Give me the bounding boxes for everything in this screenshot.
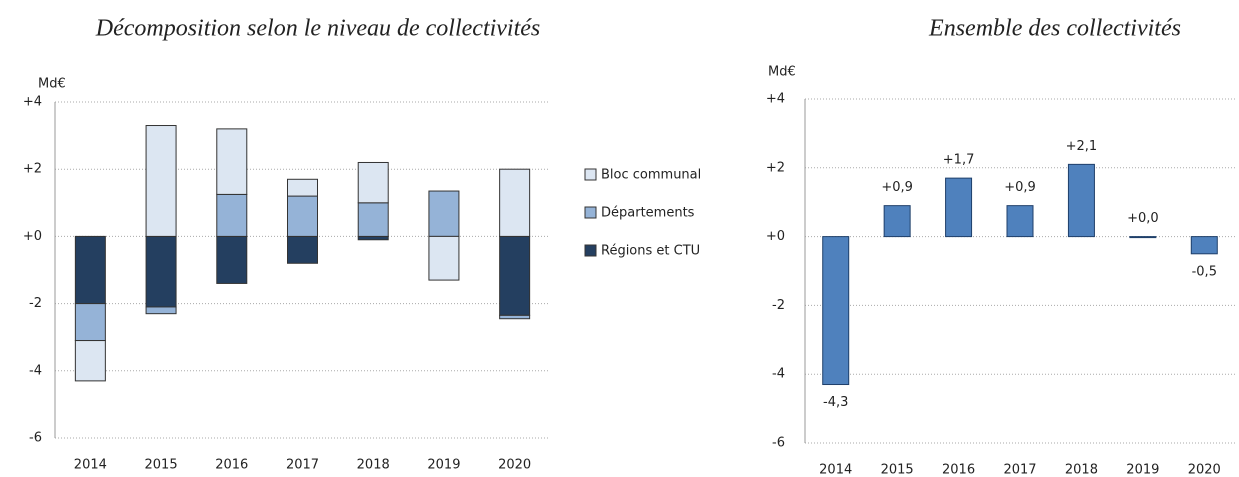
chart-title: Ensemble des collectivités xyxy=(928,16,1181,42)
x-tick-label: 2015 xyxy=(881,463,914,477)
bar-segment xyxy=(357,202,389,237)
y-tick-label: +0 xyxy=(766,229,785,244)
bar xyxy=(1129,236,1157,239)
y-tick-label: +2 xyxy=(23,162,42,177)
bar xyxy=(1190,236,1218,255)
bar-segment xyxy=(357,161,389,204)
data-label: +0,9 xyxy=(1004,180,1036,195)
x-tick-label: 2015 xyxy=(145,458,178,473)
bar xyxy=(1067,163,1095,238)
x-tick-label: 2014 xyxy=(74,458,107,473)
data-label: +0,9 xyxy=(881,180,913,195)
x-tick-label: 2020 xyxy=(498,458,531,473)
data-label: -0,5 xyxy=(1192,264,1217,279)
bar-segment xyxy=(216,235,248,284)
x-tick-label: 2016 xyxy=(215,458,248,473)
bar xyxy=(1006,205,1034,238)
bar-segment xyxy=(145,235,177,308)
bar-segment xyxy=(145,125,177,237)
bar-segment xyxy=(74,235,106,305)
x-tick-label: 2014 xyxy=(819,463,852,477)
legend-label: Départements xyxy=(601,206,695,221)
bar-segment xyxy=(287,178,318,197)
legend-swatch xyxy=(584,244,597,257)
y-axis-label: Md€ xyxy=(768,65,796,80)
y-tick-label: -6 xyxy=(772,436,785,451)
x-tick-label: 2019 xyxy=(427,458,460,473)
chart-title: Décomposition selon le niveau de collect… xyxy=(95,16,541,42)
legend-swatch xyxy=(584,168,597,181)
bar xyxy=(883,205,911,238)
y-tick-label: +4 xyxy=(766,92,785,107)
y-axis-label: Md€ xyxy=(38,77,66,92)
bar-segment xyxy=(287,235,318,264)
y-tick-label: -2 xyxy=(29,296,42,311)
y-tick-label: +0 xyxy=(23,229,42,244)
x-tick-label: 2016 xyxy=(942,463,975,477)
y-tick-label: +2 xyxy=(766,160,785,175)
bar-segment xyxy=(74,303,106,342)
x-tick-label: 2019 xyxy=(1126,463,1159,477)
x-tick-label: 2017 xyxy=(286,458,319,473)
y-tick-label: -4 xyxy=(772,367,785,382)
y-tick-label: +4 xyxy=(23,95,42,110)
bar-segment xyxy=(499,314,531,320)
bar-segment xyxy=(145,306,177,315)
bar-segment xyxy=(287,195,318,237)
legend-label: Régions et CTU xyxy=(601,244,700,259)
x-tick-label: 2018 xyxy=(1065,463,1098,477)
bar-segment xyxy=(428,190,460,237)
bar xyxy=(945,177,973,238)
bar-segment xyxy=(499,235,531,316)
x-tick-label: 2020 xyxy=(1188,463,1221,477)
data-label: +0,0 xyxy=(1127,211,1159,226)
bar-segment xyxy=(74,340,106,382)
bar-segment xyxy=(357,235,389,241)
legend-swatch xyxy=(584,206,597,219)
legend-label: Bloc communal xyxy=(601,168,701,183)
bar-segment xyxy=(428,235,460,281)
bar-segment xyxy=(216,128,248,195)
x-tick-label: 2018 xyxy=(357,458,390,473)
x-tick-label: 2017 xyxy=(1003,463,1036,477)
y-tick-label: -6 xyxy=(29,431,42,446)
bar xyxy=(822,236,850,386)
bar-segment xyxy=(216,193,248,237)
bar-segment xyxy=(499,168,531,237)
y-tick-label: -2 xyxy=(772,298,785,313)
data-label: +2,1 xyxy=(1066,139,1098,154)
y-tick-label: -4 xyxy=(29,363,42,378)
data-label: +1,7 xyxy=(943,153,975,168)
data-label: -4,3 xyxy=(823,395,848,410)
